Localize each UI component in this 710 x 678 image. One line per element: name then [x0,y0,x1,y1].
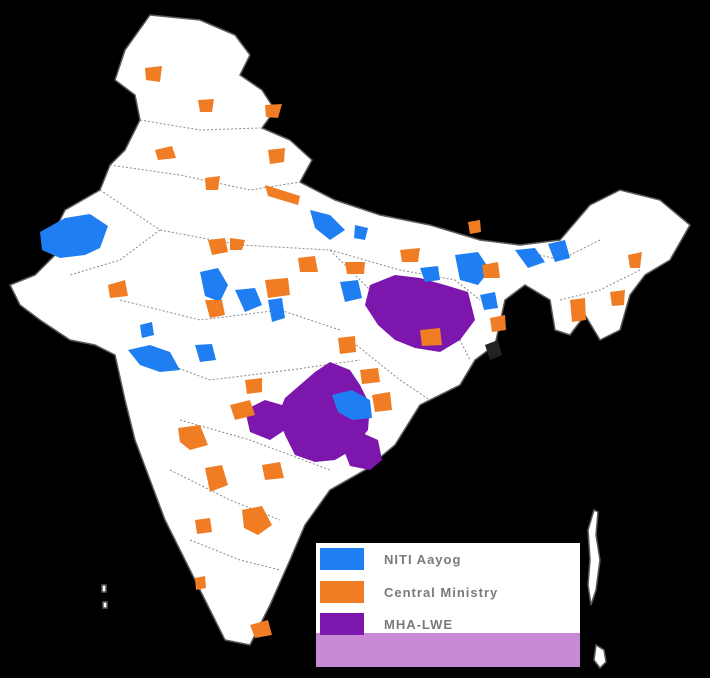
central-region-bihar-2 [400,248,420,262]
central-region-chhattisgarh-2 [360,368,380,384]
legend-bottom-tint [316,633,580,667]
central-region-jk-2 [198,99,214,112]
legend-label-mha-lwe: MHA-LWE [384,617,453,632]
legend-label-niti-aayog: NITI Aayog [384,552,461,567]
central-region-northeast-2 [610,290,625,306]
blue-swatch-icon [320,548,364,570]
legend-label-central-ministry: Central Ministry [384,585,498,600]
central-region-uttarakhand [268,148,285,164]
central-region-kerala [195,576,206,590]
central-region-bengal [490,315,506,332]
central-region-bihar-3 [468,220,481,234]
orange-swatch-icon [320,581,364,603]
central-region-jharkhand [420,328,442,346]
andaman-islands [588,510,600,605]
central-region-chhattisgarh-1 [338,336,356,354]
central-region-northeast-1 [570,298,586,322]
central-region-bihar-1 [345,262,365,274]
legend-item-niti-aayog: NITI Aayog [320,547,461,571]
central-region-jk [145,66,162,82]
legend-item-central-ministry: Central Ministry [320,580,498,604]
nicobar-islands [594,645,606,668]
central-region-up-2 [298,256,318,272]
legend-item-mha-lwe: MHA-LWE [320,612,453,636]
central-region-himachal [265,104,282,118]
legend: NITI Aayog Central Ministry MHA-LWE [316,543,580,667]
central-region-mp-3 [245,378,262,394]
central-region-haryana [205,176,220,190]
central-region-odisha [372,392,392,412]
purple-swatch-icon [320,613,364,635]
central-region-karnataka [195,518,212,534]
lakshadweep-islands [102,585,107,608]
central-region-mp-2 [265,278,290,298]
